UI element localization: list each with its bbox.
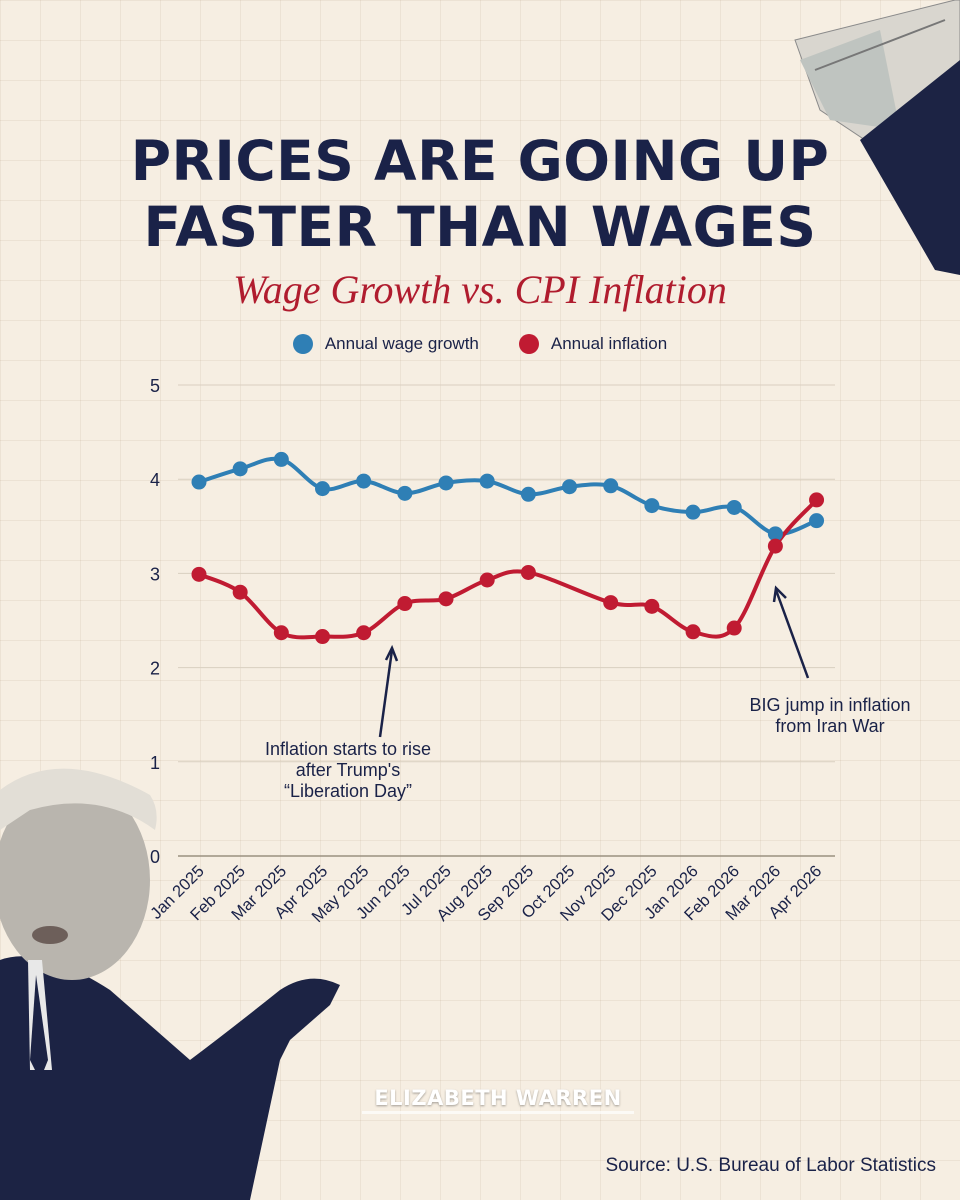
legend-item-inflation: Annual inflation — [518, 334, 668, 354]
data-point-inflation — [767, 538, 783, 554]
y-tick-label: 3 — [150, 564, 160, 584]
title-line-1: PRICES ARE GOING UP — [130, 129, 830, 193]
data-point-wage — [232, 461, 248, 477]
annotation-arrow-2 — [774, 589, 810, 679]
data-point-inflation — [438, 591, 454, 607]
data-point-wage — [520, 486, 536, 502]
series-line-wage — [198, 456, 818, 536]
data-point-inflation — [479, 572, 495, 588]
data-point-wage — [315, 481, 331, 497]
data-point-wage — [603, 478, 619, 494]
page-title: PRICES ARE GOING UP FASTER THAN WAGES — [0, 128, 960, 260]
annotation-liberation-day: Inflation starts to rise after Trump's “… — [228, 739, 468, 802]
y-tick-label: 1 — [150, 753, 160, 773]
data-point-inflation — [232, 584, 248, 600]
logo-underline — [362, 1111, 634, 1114]
legend-label-wage: Annual wage growth — [324, 334, 479, 353]
source-note: Source: U.S. Bureau of Labor Statistics — [605, 1155, 936, 1176]
chart-subtitle: Wage Growth vs. CPI Inflation — [233, 267, 727, 312]
annotation-2-line-1: BIG jump in inflation — [749, 695, 911, 715]
data-point-inflation — [273, 625, 289, 641]
series-line-inflation — [198, 498, 819, 640]
y-tick-label: 4 — [150, 470, 160, 490]
data-point-inflation — [685, 624, 701, 640]
person-photo-icon — [0, 768, 340, 1200]
y-tick-label: 5 — [150, 376, 160, 396]
data-point-inflation — [603, 595, 619, 611]
data-point-wage — [562, 479, 578, 495]
data-point-wage — [644, 498, 660, 514]
data-point-wage — [685, 504, 701, 520]
data-point-inflation — [315, 629, 331, 645]
chart-legend: Annual wage growth Annual inflation — [0, 334, 960, 354]
y-tick-label: 0 — [150, 847, 160, 867]
brand-logo: ELIZABETH WARREN — [374, 1086, 622, 1110]
data-point-wage — [726, 499, 742, 515]
data-point-inflation — [356, 625, 372, 641]
arrowhead-1-icon — [384, 644, 399, 662]
y-tick-label: 2 — [150, 659, 160, 679]
data-point-inflation — [397, 596, 413, 612]
legend-label-inflation: Annual inflation — [550, 334, 668, 353]
data-point-inflation — [644, 598, 660, 614]
data-point-wage — [273, 451, 289, 467]
annotation-1-line-3: “Liberation Day” — [283, 781, 413, 801]
data-point-wage — [809, 513, 825, 529]
annotation-arrow-1 — [378, 649, 394, 738]
annotation-1-line-2: after Trump's — [295, 760, 401, 780]
data-point-wage — [356, 473, 372, 489]
data-point-inflation — [726, 620, 742, 636]
data-point-wage — [767, 526, 783, 542]
data-point-wage — [479, 473, 495, 489]
data-point-inflation — [809, 492, 825, 508]
data-point-wage — [191, 474, 207, 490]
annotation-2-line-2: from Iran War — [775, 716, 885, 736]
data-point-wage — [438, 475, 454, 491]
money-envelope-icon — [794, 0, 960, 275]
data-point-inflation — [520, 564, 536, 580]
legend-dot-inflation-icon — [518, 334, 539, 354]
annotation-1-line-1: Inflation starts to rise — [264, 739, 432, 759]
annotation-arrows — [378, 585, 810, 738]
legend-dot-wage-icon — [292, 334, 313, 354]
arrowhead-2-icon — [772, 585, 787, 603]
data-point-wage — [397, 485, 413, 501]
title-line-2: FASTER THAN WAGES — [143, 195, 817, 259]
annotation-iran-war: BIG jump in inflation from Iran War — [720, 695, 940, 737]
data-point-inflation — [191, 566, 207, 582]
legend-item-wage: Annual wage growth — [292, 334, 479, 354]
